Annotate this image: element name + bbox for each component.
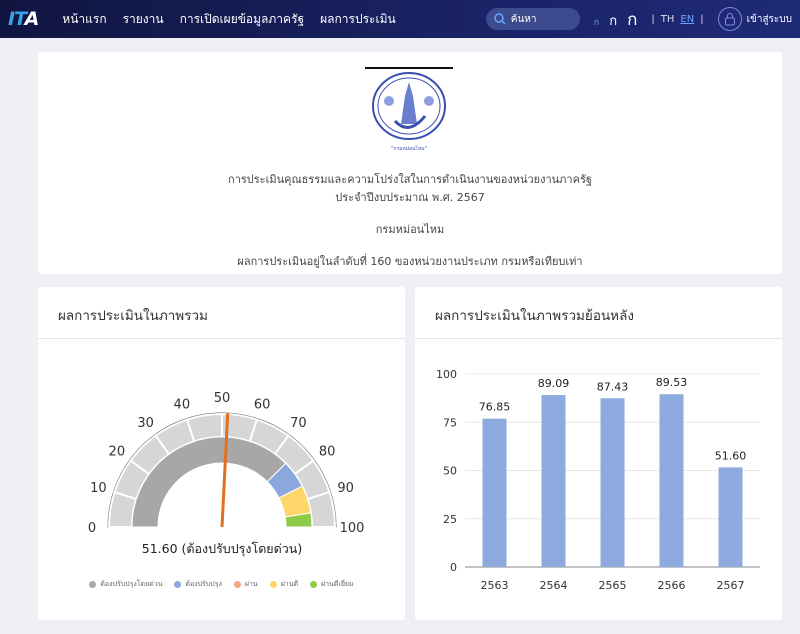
lock-icon [717, 7, 742, 31]
bar-value-label: 51.60 [715, 449, 747, 462]
bar [482, 418, 507, 567]
lang-en[interactable]: EN [680, 13, 695, 25]
bar-value-label: 89.09 [538, 377, 570, 390]
legend-dot [310, 581, 318, 588]
search-box[interactable] [485, 8, 580, 30]
nav-report[interactable]: รายงาน [122, 11, 164, 26]
gauge-tick-label: 20 [109, 445, 126, 460]
overall-gauge-card: ผลการประเมินในภาพรวม 0 10 20 30 40 50 60 70 80 90… [38, 287, 405, 620]
bar-value-label: 87.43 [597, 380, 629, 393]
legend-dot [233, 581, 241, 588]
nav-disclosure[interactable]: การเปิดเผยข้อมูลภาครัฐ [179, 11, 305, 26]
bar [659, 394, 684, 567]
summary-year: ประจำปีงบประมาณ พ.ศ. 2567 [335, 191, 485, 204]
gauge-tick-label: 50 [214, 391, 231, 406]
gauge-card-title: ผลการประเมินในภาพรวม [38, 287, 405, 339]
divider: | [700, 13, 704, 25]
bar [541, 395, 566, 567]
legend-item[interactable]: ผ่าน [233, 579, 258, 590]
legend-item[interactable]: ต้องปรับปรุง [174, 579, 222, 590]
legend-label: ต้องปรับปรุงโดยด่วน [100, 580, 163, 588]
svg-text:"กรมหม่อนไหม": "กรมหม่อนไหม" [391, 145, 427, 152]
agency-seal: "กรมหม่อนไหม" [365, 67, 453, 152]
gauge-tick-label: 0 [88, 521, 96, 536]
history-chart-card: ผลการประเมินในภาพรวมย้อนหลัง 0 25 50 75 100 7… [415, 287, 782, 620]
x-tick-label: 2567 [717, 579, 745, 592]
login-label: เข้าสู่ระบบ [746, 13, 792, 25]
y-tick-label: 75 [443, 416, 457, 429]
y-tick-label: 0 [450, 561, 457, 574]
gauge-tick-label: 90 [337, 481, 354, 496]
x-tick-label: 2565 [599, 579, 627, 592]
history-bar-chart: 0 25 50 75 100 76.85 2563 89.09 2564 87.43 2565 89.… [436, 368, 760, 592]
lang-th[interactable]: TH [660, 13, 675, 25]
rank-text: ผลการประเมินอยู่ในลำดับที่ 160 ของหน่วยง… [237, 255, 583, 268]
y-tick-label: 25 [443, 513, 457, 526]
bar [718, 467, 743, 567]
font-medium[interactable]: ก [609, 13, 618, 29]
legend-dot [269, 581, 277, 588]
legend-item[interactable]: ต้องปรับปรุงโดยด่วน [89, 579, 162, 590]
history-card-title: ผลการประเมินในภาพรวมย้อนหลัง [415, 287, 782, 339]
gauge-chart: 0 10 20 30 40 50 60 70 80 90 100 51.60 (ต้องปรับปรุ… [88, 391, 365, 557]
legend-item[interactable]: ผ่านดี [269, 579, 299, 590]
legend-label: ผ่าน [244, 580, 258, 588]
gauge-tick-label: 40 [174, 397, 191, 412]
bar-value-label: 89.53 [656, 376, 688, 389]
x-tick-label: 2564 [540, 579, 568, 592]
login-button[interactable]: เข้าสู่ระบบ [717, 7, 792, 31]
legend-dot [174, 581, 182, 588]
y-tick-label: 100 [436, 368, 457, 381]
x-tick-label: 2566 [658, 579, 686, 592]
font-small[interactable]: ก [593, 17, 600, 28]
x-tick-label: 2563 [481, 579, 509, 592]
summary-title: การประเมินคุณธรรมและความโปร่งใสในการดำเน… [228, 173, 592, 186]
gauge-band [284, 512, 313, 528]
divider: | [651, 13, 655, 25]
nav-results[interactable]: ผลการประเมิน [320, 11, 396, 26]
legend-item[interactable]: ผ่านดีเยี่ยม [310, 579, 354, 590]
legend-label: ผ่านดี [280, 580, 299, 588]
legend-label: ผ่านดีเยี่ยม [321, 580, 354, 588]
gauge-legend: ต้องปรับปรุงโดยด่วน ต้องปรับปรุง ผ่าน ผ่านด… [54, 579, 389, 590]
gauge-tick-label: 30 [137, 416, 154, 431]
search-icon [494, 13, 506, 25]
gauge-value-label: 51.60 (ต้องปรับปรุงโดยด่วน) [142, 541, 302, 557]
gauge-tick-label: 80 [319, 445, 336, 460]
gauge-needle [220, 413, 230, 528]
ita-logo[interactable]: ITA [8, 8, 39, 30]
navbar: ITA หน้าแรก รายงาน การเปิดเผยข้อมูลภาครั… [0, 0, 800, 38]
bar-value-label: 76.85 [479, 401, 511, 414]
search-input[interactable] [510, 13, 571, 25]
y-tick-label: 50 [443, 465, 457, 478]
nav-home[interactable]: หน้าแรก [62, 11, 107, 26]
legend-dot [89, 581, 97, 588]
gauge-tick-label: 10 [90, 481, 107, 496]
font-large[interactable]: ก [627, 9, 638, 30]
bar [600, 398, 625, 567]
gauge-tick-label: 60 [254, 397, 271, 412]
gauge-tick-label: 70 [290, 416, 307, 431]
legend-label: ต้องปรับปรุง [185, 580, 222, 588]
agency-name: กรมหม่อนไหม [375, 223, 445, 236]
gauge-tick-label: 100 [340, 521, 365, 536]
